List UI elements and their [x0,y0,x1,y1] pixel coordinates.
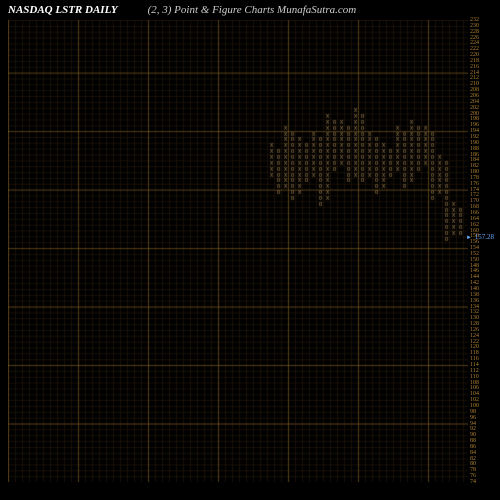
y-tick-label: 118 [470,350,498,356]
y-tick-label: 206 [470,93,498,99]
y-tick-label: 228 [470,29,498,35]
y-tick-label: 130 [470,315,498,321]
y-tick-label: 176 [470,181,498,187]
y-tick-label: 126 [470,327,498,333]
y-tick-label: 226 [470,35,498,41]
chart-subtitle: (2, 3) Point & Figure Charts MunafaSutra… [148,4,357,16]
y-tick-label: 150 [470,257,498,263]
y-tick-label: 180 [470,169,498,175]
y-tick-label: 168 [470,204,498,210]
y-tick-label: 164 [470,216,498,222]
y-tick-label: 182 [470,163,498,169]
y-axis: 7476788082848688909294969810010210410610… [470,20,498,482]
y-tick-label: 220 [470,52,498,58]
y-tick-label: 94 [470,421,498,427]
y-tick-label: 194 [470,128,498,134]
y-tick-label: 114 [470,362,498,368]
y-tick-label: 110 [470,374,498,380]
y-tick-label: 108 [470,380,498,386]
y-tick-label: 198 [470,116,498,122]
y-tick-label: 86 [470,444,498,450]
y-tick-label: 116 [470,356,498,362]
y-tick-label: 92 [470,426,498,432]
y-tick-label: 212 [470,75,498,81]
chart-plot-area [8,20,468,482]
y-tick-label: 230 [470,23,498,29]
y-tick-label: 90 [470,432,498,438]
y-tick-label: 204 [470,99,498,105]
y-tick-label: 128 [470,321,498,327]
y-tick-label: 146 [470,268,498,274]
y-tick-label: 100 [470,403,498,409]
y-tick-label: 214 [470,70,498,76]
chart-title: NASDAQ LSTR DAILY [8,4,118,16]
y-tick-label: 218 [470,58,498,64]
y-tick-label: 202 [470,105,498,111]
y-tick-label: 210 [470,81,498,87]
y-tick-label: 148 [470,263,498,269]
y-tick-label: 112 [470,368,498,374]
y-tick-label: 88 [470,438,498,444]
y-tick-label: 124 [470,333,498,339]
current-price-value: 157.28 [475,233,494,241]
y-tick-label: 138 [470,292,498,298]
y-tick-label: 78 [470,467,498,473]
y-tick-label: 104 [470,391,498,397]
y-tick-label: 162 [470,222,498,228]
y-tick-label: 82 [470,456,498,462]
y-tick-label: 188 [470,146,498,152]
y-tick-label: 186 [470,152,498,158]
y-tick-label: 144 [470,274,498,280]
y-tick-label: 222 [470,46,498,52]
y-tick-label: 106 [470,385,498,391]
y-tick-label: 96 [470,415,498,421]
y-tick-label: 120 [470,344,498,350]
y-tick-label: 174 [470,187,498,193]
chart-header: NASDAQ LSTR DAILY (2, 3) Point & Figure … [8,4,492,16]
y-tick-label: 102 [470,397,498,403]
y-tick-label: 74 [470,479,498,485]
y-tick-label: 166 [470,210,498,216]
y-tick-label: 196 [470,122,498,128]
y-tick-label: 178 [470,175,498,181]
y-tick-label: 98 [470,409,498,415]
current-price-marker: 157.28 [466,234,494,241]
chart-canvas [8,20,468,482]
y-tick-label: 134 [470,304,498,310]
y-tick-label: 132 [470,309,498,315]
y-tick-label: 224 [470,40,498,46]
y-tick-label: 84 [470,450,498,456]
y-tick-label: 200 [470,111,498,117]
y-tick-label: 216 [470,64,498,70]
y-tick-label: 142 [470,280,498,286]
y-tick-label: 140 [470,286,498,292]
y-tick-label: 208 [470,87,498,93]
y-tick-label: 136 [470,298,498,304]
y-tick-label: 122 [470,339,498,345]
y-tick-label: 232 [470,17,498,23]
y-tick-label: 152 [470,251,498,257]
y-tick-label: 172 [470,192,498,198]
y-tick-label: 190 [470,140,498,146]
y-tick-label: 154 [470,245,498,251]
y-tick-label: 80 [470,461,498,467]
y-tick-label: 76 [470,473,498,479]
y-tick-label: 192 [470,134,498,140]
y-tick-label: 170 [470,198,498,204]
y-tick-label: 184 [470,157,498,163]
